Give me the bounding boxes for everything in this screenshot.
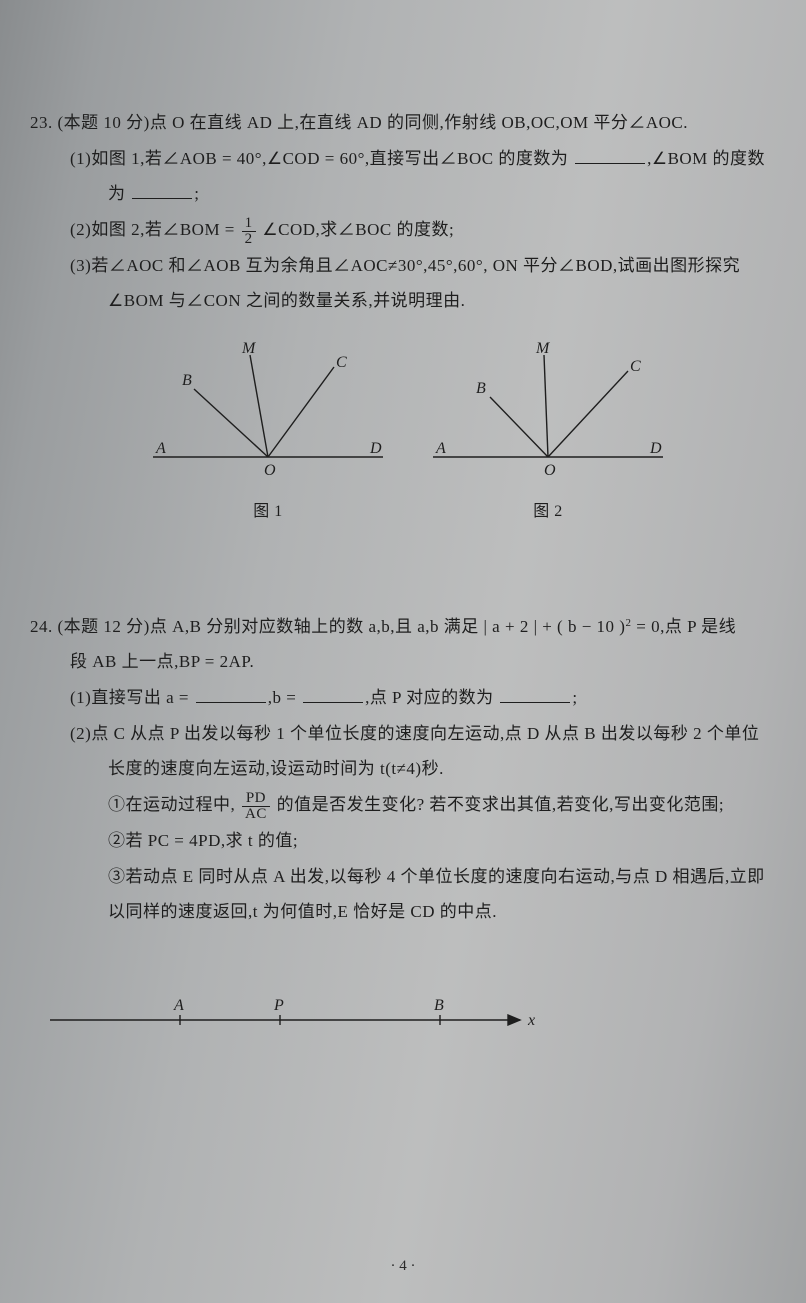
blank: [196, 685, 266, 703]
p23-part2-b: ∠COD,求∠BOC 的度数;: [262, 220, 454, 239]
blank: [575, 146, 645, 164]
p23-part2-a: (2)如图 2,若∠BOM =: [70, 220, 235, 239]
p24-sub1-a: 在运动过程中,: [126, 795, 236, 814]
fraction-pd-ac: PD AC: [242, 791, 270, 822]
p24-sub3-a: ③若动点 E 同时从点 A 出发,以每秒 4 个单位长度的速度向右运动,与点 D…: [30, 859, 786, 895]
frac-den: AC: [242, 807, 270, 822]
circ-1: ①: [108, 795, 126, 814]
number-line-svg: A P B x: [30, 980, 550, 1040]
number-line-figure: A P B x: [30, 980, 786, 1040]
figure-1-svg: A B M C O D: [138, 337, 398, 487]
p24-sub1: ①在运动过程中, PD AC 的值是否发生变化? 若不变求出其值,若变化,写出变…: [30, 787, 786, 823]
label-A: A: [155, 440, 166, 457]
exam-page: 23. (本题 10 分)点 O 在直线 AD 上,在直线 AD 的同侧,作射线…: [0, 0, 806, 1303]
label-D: D: [649, 440, 662, 457]
p23-points: (本题 10 分): [58, 113, 150, 132]
frac-num: PD: [242, 791, 270, 807]
label-B: B: [182, 372, 192, 389]
fraction-half: 1 2: [242, 216, 256, 247]
p24-number: 24.: [30, 617, 53, 636]
axis-A: A: [173, 997, 184, 1014]
p24-stem-a: 点 A,B 分别对应数轴上的数 a,b,且 a,b 满足 | a + 2 | +…: [150, 617, 626, 636]
p23-number: 23.: [30, 113, 53, 132]
blank: [500, 685, 570, 703]
label-O: O: [264, 462, 276, 479]
blank: [303, 685, 363, 703]
p24-sub2-text: 若 PC = 4PD,求 t 的值;: [126, 831, 299, 850]
p24-sub3-b: 以同样的速度返回,t 为何值时,E 恰好是 CD 的中点.: [30, 894, 786, 930]
problem-23: 23. (本题 10 分)点 O 在直线 AD 上,在直线 AD 的同侧,作射线…: [30, 105, 786, 529]
axis-x: x: [527, 1012, 536, 1029]
axis-P: P: [273, 997, 284, 1014]
frac-num: 1: [242, 216, 256, 232]
figure-2-svg: A B M C O D: [418, 337, 678, 487]
label-B: B: [476, 380, 486, 397]
p24-sub2: ②若 PC = 4PD,求 t 的值;: [30, 823, 786, 859]
p24-sub1-b: 的值是否发生变化? 若不变求出其值,若变化,写出变化范围;: [277, 795, 725, 814]
p24-part2-a: (2)点 C 从点 P 出发以每秒 1 个单位长度的速度向左运动,点 D 从点 …: [30, 716, 786, 752]
p24-stem-line2: 段 AB 上一点,BP = 2AP.: [30, 644, 786, 680]
p23-part1-c: 为: [108, 184, 126, 203]
p23-part1-b: ,∠BOM 的度数: [647, 149, 765, 168]
p24-part1: (1)直接写出 a = ,b = ,点 P 对应的数为 ;: [30, 680, 786, 716]
frac-den: 2: [242, 232, 256, 247]
p23-part2: (2)如图 2,若∠BOM = 1 2 ∠COD,求∠BOC 的度数;: [30, 212, 786, 248]
problem-24: 24. (本题 12 分)点 A,B 分别对应数轴上的数 a,b,且 a,b 满…: [30, 609, 786, 1040]
blank: [132, 181, 192, 199]
p24-stem-b: = 0,点 P 是线: [631, 617, 736, 636]
circ-2: ②: [108, 831, 126, 850]
label-O: O: [544, 462, 556, 479]
p23-part1-d: ;: [194, 184, 199, 203]
p23-stem-line: 23. (本题 10 分)点 O 在直线 AD 上,在直线 AD 的同侧,作射线…: [30, 105, 786, 141]
label-C: C: [630, 358, 641, 375]
p23-part1-cont: 为 ;: [30, 176, 786, 212]
p24-part1-b: ,b =: [268, 688, 297, 707]
p24-points: (本题 12 分): [58, 617, 150, 636]
p24-part1-d: ;: [572, 688, 577, 707]
p24-part2-b: 长度的速度向左运动,设运动时间为 t(t≠4)秒.: [30, 751, 786, 787]
label-D: D: [369, 440, 382, 457]
figure-2-caption: 图 2: [418, 495, 678, 529]
p23-part1: (1)如图 1,若∠AOB = 40°,∠COD = 60°,直接写出∠BOC …: [30, 141, 786, 177]
p23-stem: 点 O 在直线 AD 上,在直线 AD 的同侧,作射线 OB,OC,OM 平分∠…: [150, 113, 688, 132]
figure-1-caption: 图 1: [138, 495, 398, 529]
label-M: M: [241, 340, 257, 357]
p24-stem-line1: 24. (本题 12 分)点 A,B 分别对应数轴上的数 a,b,且 a,b 满…: [30, 609, 786, 645]
circ-3: ③: [108, 867, 126, 886]
figure-2: A B M C O D 图 2: [418, 337, 678, 529]
p23-part3-a: (3)若∠AOC 和∠AOB 互为余角且∠AOC≠30°,45°,60°, ON…: [30, 248, 786, 284]
p24-sub3-a-text: 若动点 E 同时从点 A 出发,以每秒 4 个单位长度的速度向右运动,与点 D …: [126, 867, 765, 886]
p23-figures: A B M C O D 图 1: [30, 337, 786, 529]
page-number: · 4 ·: [0, 1258, 806, 1275]
p24-part1-c: ,点 P 对应的数为: [365, 688, 494, 707]
label-M: M: [535, 340, 551, 357]
axis-B: B: [434, 997, 444, 1014]
label-A: A: [435, 440, 446, 457]
label-C: C: [336, 354, 347, 371]
p24-part1-a: (1)直接写出 a =: [70, 688, 189, 707]
figure-1: A B M C O D 图 1: [138, 337, 398, 529]
p23-part3-b: ∠BOM 与∠CON 之间的数量关系,并说明理由.: [30, 283, 786, 319]
p23-part1-a: (1)如图 1,若∠AOB = 40°,∠COD = 60°,直接写出∠BOC …: [70, 149, 568, 168]
